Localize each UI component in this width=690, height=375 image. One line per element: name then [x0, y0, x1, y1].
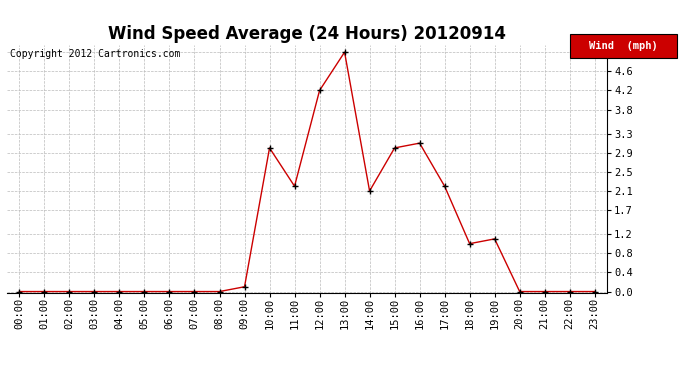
Title: Wind Speed Average (24 Hours) 20120914: Wind Speed Average (24 Hours) 20120914 [108, 26, 506, 44]
Text: Wind  (mph): Wind (mph) [589, 41, 658, 51]
Text: Copyright 2012 Cartronics.com: Copyright 2012 Cartronics.com [10, 49, 181, 59]
